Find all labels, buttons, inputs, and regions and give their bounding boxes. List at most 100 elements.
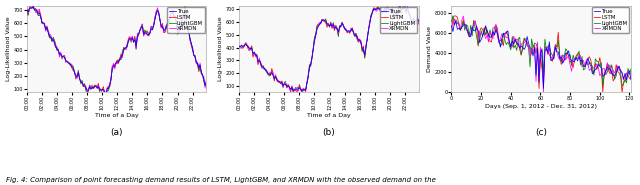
True [202, 81, 210, 83]
XRMDN [51, 41, 58, 44]
LightGBM [447, 21, 455, 23]
LSTM [262, 68, 269, 70]
XRMDN [202, 78, 210, 80]
LSTM [627, 78, 635, 80]
LSTM [289, 92, 297, 94]
LSTM [23, 9, 31, 11]
LSTM [37, 14, 45, 16]
LSTM [170, 16, 177, 18]
True [236, 45, 243, 47]
XRMDN [381, 8, 388, 10]
XRMDN [617, 69, 625, 71]
XRMDN [37, 17, 45, 19]
XRMDN [287, 91, 294, 93]
LSTM [154, 10, 161, 12]
LightGBM [172, 21, 180, 23]
LightGBM [170, 16, 177, 18]
LightGBM [154, 8, 161, 10]
Text: Fig. 4: Comparison of point forecasting demand results of LSTM, LightGBM, and XR: Fig. 4: Comparison of point forecasting … [6, 177, 436, 183]
Line: LSTM: LSTM [451, 16, 631, 92]
XRMDN [170, 14, 177, 16]
Y-axis label: Demand Value: Demand Value [427, 26, 432, 72]
Y-axis label: Log-Likelihood Value: Log-Likelihood Value [218, 16, 223, 81]
XRMDN [507, 44, 515, 46]
LightGBM [396, 3, 404, 6]
Legend: True, LSTM, LightGBM, XRMDN: True, LSTM, LightGBM, XRMDN [168, 7, 205, 33]
LightGBM [102, 96, 110, 98]
True [29, 6, 37, 8]
LightGBM [291, 89, 298, 91]
X-axis label: Days (Sep. 1, 2012 - Dec. 31, 2012): Days (Sep. 1, 2012 - Dec. 31, 2012) [485, 104, 597, 109]
LSTM [401, 4, 409, 6]
Line: True: True [451, 21, 631, 88]
LSTM [507, 46, 515, 48]
True [491, 34, 499, 36]
XRMDN [460, 15, 467, 17]
XRMDN [565, 55, 573, 57]
LSTM [27, 4, 35, 7]
True [627, 79, 635, 81]
Line: XRMDN: XRMDN [27, 5, 206, 98]
LSTM [248, 45, 255, 47]
XRMDN [627, 72, 635, 75]
XRMDN [365, 28, 372, 31]
Line: LightGBM: LightGBM [239, 4, 419, 93]
LightGBM [627, 68, 635, 70]
XRMDN [262, 68, 269, 70]
Text: (a): (a) [110, 128, 123, 137]
LightGBM [618, 85, 626, 87]
Line: XRMDN: XRMDN [451, 16, 631, 92]
True [507, 46, 515, 48]
LightGBM [298, 92, 306, 94]
LightGBM [563, 50, 571, 52]
LSTM [236, 45, 243, 48]
LightGBM [23, 10, 31, 12]
LightGBM [365, 30, 372, 32]
LightGBM [79, 85, 87, 87]
LSTM [451, 15, 458, 17]
LightGBM [449, 15, 457, 17]
LightGBM [248, 46, 255, 48]
LSTM [365, 28, 372, 31]
True [548, 59, 556, 61]
XRMDN [383, 8, 391, 10]
LightGBM [262, 70, 269, 72]
True [37, 16, 45, 18]
XRMDN [548, 58, 556, 60]
X-axis label: Time of a Day: Time of a Day [307, 113, 351, 118]
XRMDN [79, 85, 87, 87]
True [79, 84, 87, 86]
XRMDN [415, 20, 422, 23]
Line: True: True [27, 7, 206, 95]
LSTM [617, 75, 625, 78]
LightGBM [624, 67, 632, 69]
LSTM [102, 96, 110, 99]
LSTM [383, 5, 391, 7]
XRMDN [447, 25, 455, 27]
LSTM [381, 7, 388, 9]
True [365, 29, 372, 32]
True [262, 69, 269, 71]
True [617, 70, 625, 72]
LightGBM [491, 26, 499, 29]
True [170, 14, 177, 16]
LSTM [599, 91, 607, 93]
LightGBM [615, 65, 623, 68]
LightGBM [415, 20, 422, 22]
True [51, 42, 58, 44]
LightGBM [51, 39, 58, 41]
Text: (b): (b) [323, 128, 335, 137]
XRMDN [624, 71, 632, 73]
Legend: True, LSTM, LightGBM, XRMDN: True, LSTM, LightGBM, XRMDN [380, 7, 417, 33]
LSTM [172, 18, 180, 20]
Line: LightGBM: LightGBM [451, 16, 631, 86]
True [383, 6, 391, 9]
XRMDN [23, 10, 31, 12]
LSTM [202, 81, 210, 83]
True [154, 10, 161, 12]
LSTM [79, 86, 87, 88]
True [23, 8, 31, 10]
XRMDN [248, 46, 255, 49]
True [540, 87, 547, 90]
LightGBM [37, 15, 45, 17]
